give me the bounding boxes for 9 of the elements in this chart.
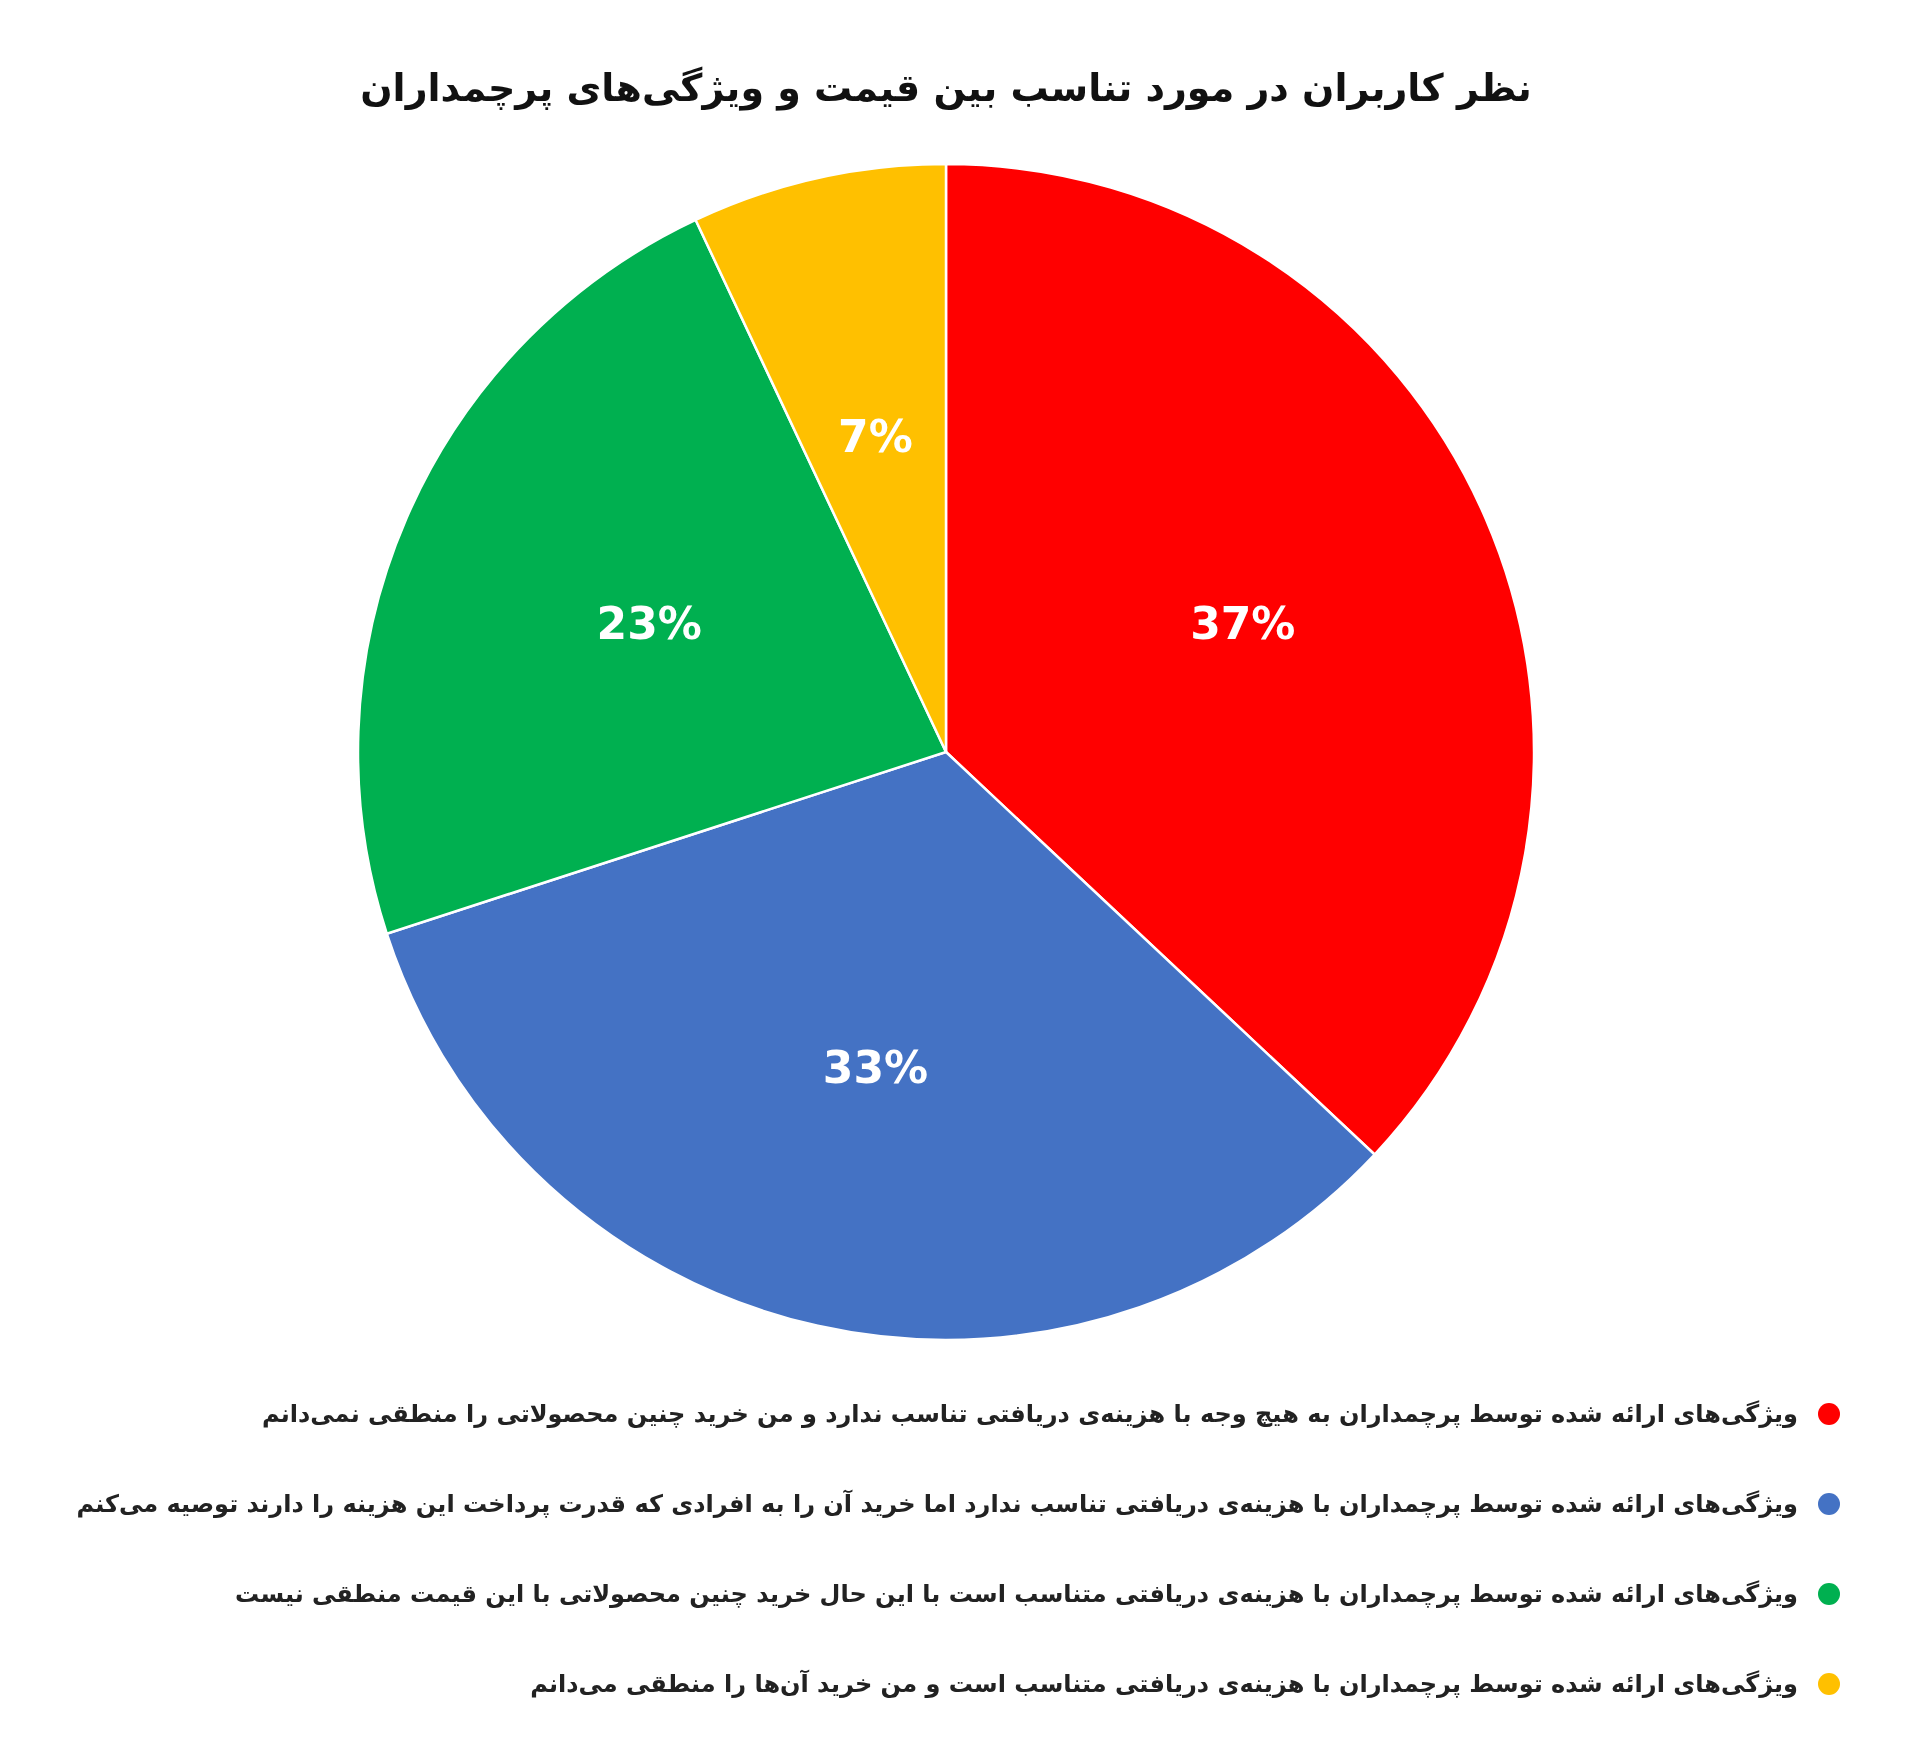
data-label: 7% (838, 410, 913, 462)
data-label: 23% (596, 598, 702, 650)
legend-label: ویژگی‌های ارائه شده توسط پرچمداران با هزینه‌ی دریافتی تناسب ندارد اما خرید آن را به افرادی که قدرت پرداخت این هزینه را دارند توصیه می‌کنم (76, 1489, 1798, 1518)
data-label: 33% (822, 1042, 929, 1094)
legend-label: ویژگی‌های ارائه شده توسط پرچمداران به هیچ وجه با هزینه‌ی دریافتی تناسب ندارد و من خرید چنین محصولاتی را منطقی نمی‌دانم (261, 1400, 1798, 1428)
chart-title: نظر کاربران در مورد تناسب بین قیمت و ویژگی‌های پرچمداران (360, 66, 1532, 111)
data-label: 37% (1190, 598, 1296, 650)
legend-label: ویژگی‌های ارائه شده توسط پرچمداران با هزینه‌ی دریافتی متناسب است با این حال خرید چنین محصولاتی با این قیمت منطقی نیست (235, 1580, 1798, 1608)
legend-label: ویژگی‌های ارائه شده توسط پرچمداران با هزینه‌ی دریافتی متناسب است و من خرید آن‌ها را منطقی می‌دانم (530, 1669, 1798, 1698)
